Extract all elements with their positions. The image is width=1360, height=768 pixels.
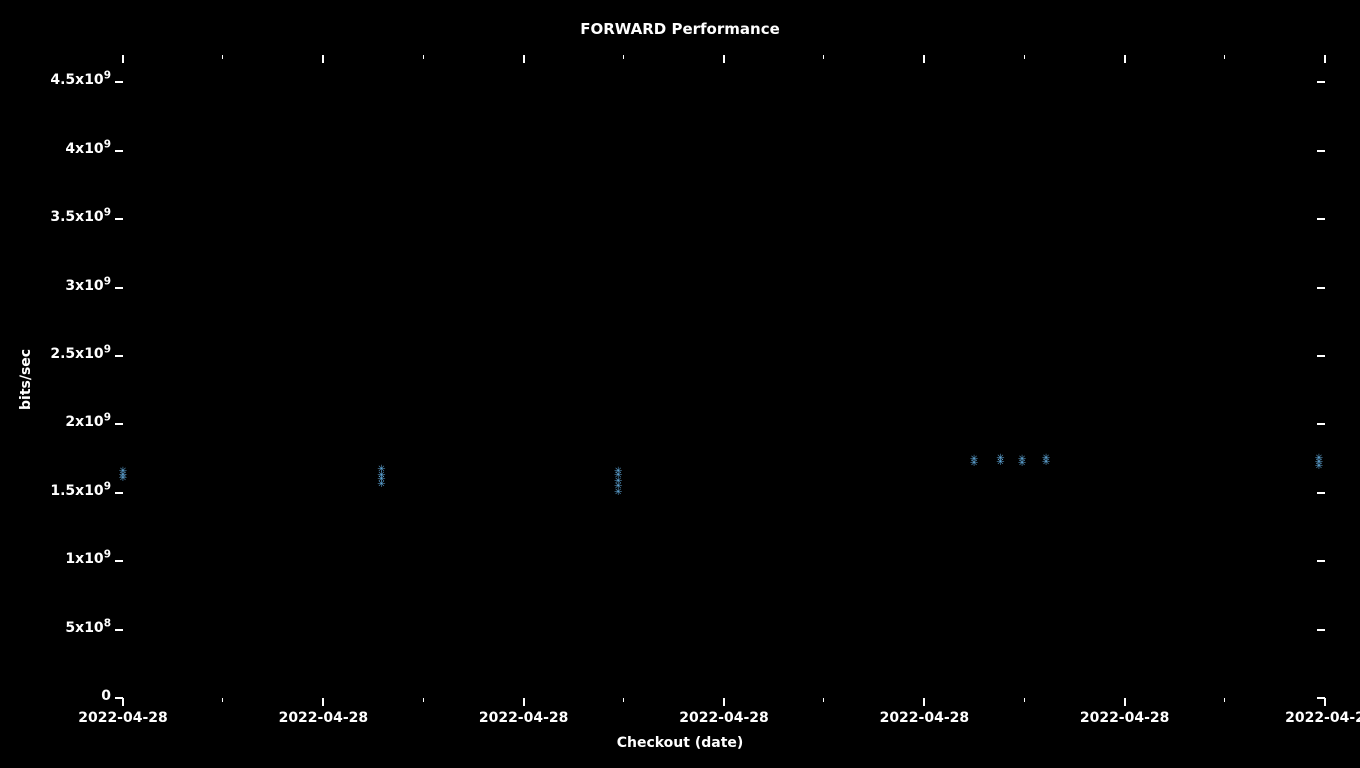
- x-tick-mark: [322, 698, 324, 706]
- chart-container: FORWARD Performance bits/sec Checkout (d…: [0, 0, 1360, 768]
- y-tick-mark-right: [1317, 423, 1325, 425]
- y-tick-mark: [115, 81, 123, 83]
- x-minor-tick-mark-top: [1024, 55, 1025, 59]
- y-tick-label: 5x108: [65, 620, 111, 636]
- x-minor-tick-mark-top: [423, 55, 424, 59]
- x-tick-label: 2022-04-28: [1080, 710, 1170, 726]
- x-tick-mark-top: [923, 55, 925, 63]
- y-tick-label: 1.5x109: [50, 483, 111, 499]
- y-tick-mark-right: [1317, 287, 1325, 289]
- x-axis-label: Checkout (date): [0, 735, 1360, 751]
- x-minor-tick-mark-top: [222, 55, 223, 59]
- y-tick-label: 3.5x109: [50, 209, 111, 225]
- y-tick-mark-right: [1317, 629, 1325, 631]
- x-tick-mark: [1324, 698, 1326, 706]
- y-tick-label: 0: [101, 688, 111, 704]
- x-tick-mark-top: [1324, 55, 1326, 63]
- y-tick-label: 4.5x109: [50, 72, 111, 88]
- data-point: ✳: [996, 458, 1004, 468]
- x-tick-mark: [1124, 698, 1126, 706]
- y-tick-label: 4x109: [65, 141, 111, 157]
- x-tick-mark: [923, 698, 925, 706]
- x-tick-label: 2022-04-28: [880, 710, 970, 726]
- x-minor-tick-mark: [222, 698, 223, 702]
- x-tick-label: 2022-04-28: [479, 710, 569, 726]
- x-minor-tick-mark: [623, 698, 624, 702]
- data-point: ✳: [377, 480, 385, 490]
- x-tick-label: 2022-04-28: [78, 710, 168, 726]
- y-tick-mark-right: [1317, 355, 1325, 357]
- data-point: ✳: [1315, 462, 1323, 472]
- y-axis-label: bits/sec: [18, 349, 34, 410]
- x-tick-mark-top: [723, 55, 725, 63]
- x-minor-tick-mark-top: [1224, 55, 1225, 59]
- y-tick-mark: [115, 287, 123, 289]
- y-tick-mark: [115, 423, 123, 425]
- x-tick-mark-top: [122, 55, 124, 63]
- y-tick-mark: [115, 150, 123, 152]
- x-tick-mark-top: [322, 55, 324, 63]
- data-point: ✳: [1018, 459, 1026, 469]
- y-tick-mark-right: [1317, 81, 1325, 83]
- x-minor-tick-mark-top: [623, 55, 624, 59]
- y-tick-label: 1x109: [65, 551, 111, 567]
- y-tick-mark-right: [1317, 150, 1325, 152]
- data-point: ✳: [1042, 458, 1050, 468]
- y-tick-label: 2x109: [65, 414, 111, 430]
- y-tick-label: 2.5x109: [50, 346, 111, 362]
- x-tick-mark: [723, 698, 725, 706]
- data-point: ✳: [970, 459, 978, 469]
- y-tick-mark-right: [1317, 560, 1325, 562]
- x-minor-tick-mark: [1224, 698, 1225, 702]
- x-tick-mark: [122, 698, 124, 706]
- data-point: ✳: [614, 488, 622, 498]
- y-tick-mark-right: [1317, 218, 1325, 220]
- y-tick-mark: [115, 355, 123, 357]
- y-tick-label: 3x109: [65, 278, 111, 294]
- y-tick-mark-right: [1317, 492, 1325, 494]
- x-minor-tick-mark: [823, 698, 824, 702]
- y-tick-mark: [115, 218, 123, 220]
- x-tick-mark-top: [1124, 55, 1126, 63]
- x-tick-mark: [523, 698, 525, 706]
- y-tick-mark: [115, 629, 123, 631]
- x-minor-tick-mark-top: [823, 55, 824, 59]
- x-minor-tick-mark: [423, 698, 424, 702]
- y-tick-mark: [115, 560, 123, 562]
- x-tick-label: 2022-04-28: [679, 710, 769, 726]
- chart-title: FORWARD Performance: [0, 20, 1360, 38]
- data-point: ✳: [119, 474, 127, 484]
- y-tick-mark: [115, 492, 123, 494]
- x-tick-mark-top: [523, 55, 525, 63]
- x-tick-label: 2022-04-28: [279, 710, 369, 726]
- x-minor-tick-mark: [1024, 698, 1025, 702]
- x-tick-label: 2022-04-2: [1285, 710, 1360, 726]
- plot-area: [123, 55, 1325, 698]
